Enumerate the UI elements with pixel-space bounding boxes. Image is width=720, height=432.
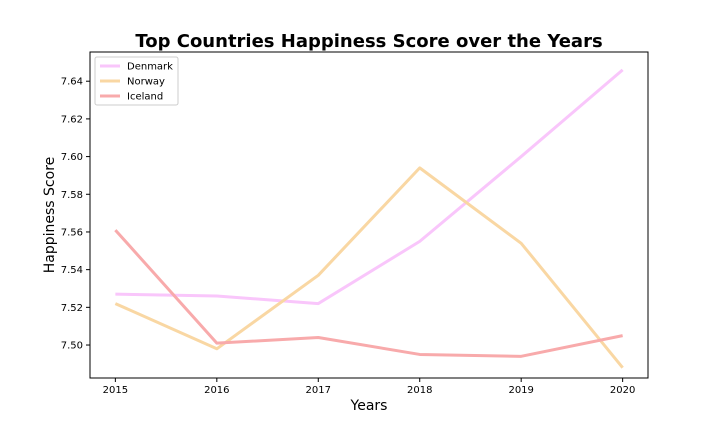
x-tick-label: 2016 (204, 385, 229, 396)
y-tick-label: 7.56 (61, 227, 83, 238)
x-tick-label: 2017 (306, 385, 331, 396)
legend-label: Denmark (127, 62, 173, 73)
x-tick-label: 2015 (103, 385, 128, 396)
y-axis-label: Happiness Score (42, 157, 58, 274)
y-tick-label: 7.54 (61, 265, 83, 276)
y-tick-label: 7.58 (61, 190, 83, 201)
y-axis: 7.50 7.52 7.54 7.56 7.58 7.60 7.62 7.64 (61, 77, 90, 352)
legend: Denmark Norway Iceland (94, 56, 179, 106)
x-axis: 2015 2016 2017 2018 2019 2020 (103, 378, 635, 396)
series-line-denmark (115, 68, 624, 306)
y-tick-label: 7.50 (61, 341, 83, 352)
legend-label: Iceland (127, 92, 163, 103)
x-tick-label: 2020 (610, 385, 635, 396)
series-lines (114, 68, 624, 369)
y-tick-label: 7.62 (61, 114, 83, 125)
series-line-iceland (114, 229, 623, 358)
chart-title: Top Countries Happiness Score over the Y… (135, 31, 602, 52)
series-line-norway (114, 166, 624, 369)
x-tick-label: 2018 (407, 385, 432, 396)
plot-area (89, 51, 649, 379)
x-tick-label: 2019 (508, 385, 533, 396)
legend-label: Norway (127, 77, 165, 88)
y-tick-label: 7.64 (61, 77, 83, 88)
x-axis-label: Years (350, 398, 388, 414)
legend-box (94, 56, 179, 106)
y-tick-label: 7.52 (61, 303, 83, 314)
y-tick-label: 7.60 (61, 152, 83, 163)
